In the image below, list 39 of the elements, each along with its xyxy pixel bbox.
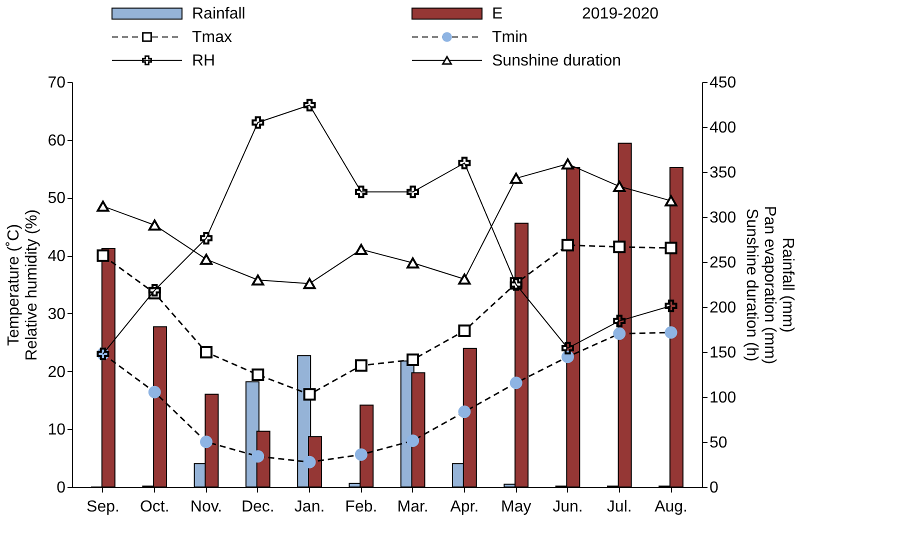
y2-axis-title: Rainfall (mm) Pan evaporation (mm) Sunshine duration (h) (743, 206, 796, 364)
y2-tick-label: 250 (710, 254, 736, 272)
y-tick-label: 10 (48, 422, 66, 439)
y2-tick-label: 50 (710, 434, 728, 452)
x-tick-label: Aug. (654, 498, 688, 516)
x-tick-label: Nov. (190, 498, 222, 516)
legend-label: Tmax (192, 29, 232, 46)
y-tick-label: 70 (48, 74, 66, 92)
y-tick-label: 60 (48, 132, 66, 150)
y2-tick-label: 100 (710, 390, 736, 406)
x-tick-label: Jul. (606, 498, 632, 516)
y2-tick-label: 350 (710, 164, 736, 182)
x-tick-label: Mar. (397, 498, 428, 516)
text: 2019-2020 (582, 6, 659, 23)
y-tick-label: 20 (48, 364, 66, 381)
legend-label: Sunshine duration (492, 52, 621, 70)
legend-label: Tmin (492, 29, 528, 46)
x-tick-label: Dec. (241, 498, 274, 516)
x-tick-label: Feb. (345, 498, 378, 516)
y-tick-label: 30 (48, 306, 66, 323)
x-tick-label: Sep. (86, 498, 120, 516)
x-tick-label: Jan. (294, 498, 325, 516)
y-tick-label: 0 (56, 480, 66, 496)
y2-tick-label: 0 (710, 480, 718, 496)
y-tick-label: 40 (48, 248, 66, 266)
y2-tick-label: 400 (710, 120, 736, 136)
y-tick-label: 50 (48, 190, 66, 208)
x-tick-label: May (500, 498, 532, 516)
y2-tick-label: 150 (710, 344, 736, 362)
legend-label: RH (192, 52, 216, 70)
y2-tick-label: 300 (710, 210, 736, 226)
y2-tick-label: 450 (710, 74, 736, 92)
legend-label: E (492, 6, 503, 23)
y2-tick-label: 200 (710, 300, 736, 316)
y-axis-title: Temperature (˚C) Relative humidity (%) (6, 209, 41, 361)
x-tick-label: Apr. (450, 498, 479, 516)
legend-label: Rainfall (192, 6, 246, 23)
x-tick-label: Jun. (552, 498, 583, 516)
x-tick-label: Oct. (140, 498, 170, 516)
